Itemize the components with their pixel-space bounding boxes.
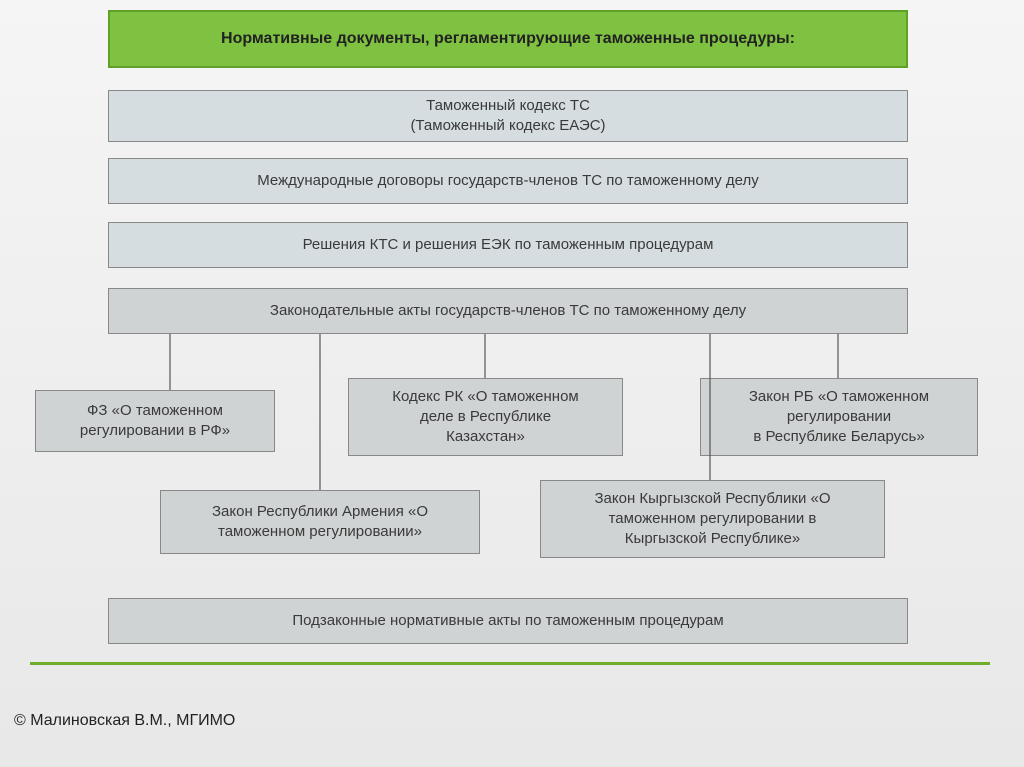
- box-rf-law: ФЗ «О таможенномрегулировании в РФ»: [35, 390, 275, 452]
- box-armenia-law-text: Закон Республики Армения «Отаможенном ре…: [212, 502, 428, 543]
- header-title-box: Нормативные документы, регламентирующие …: [108, 10, 908, 68]
- box-rk-code: Кодекс РК «О таможенномделе в Республике…: [348, 378, 623, 456]
- box-sublegal-acts: Подзаконные нормативные акты по таможенн…: [108, 598, 908, 644]
- box-intl-treaties-text: Международные договоры государств-членов…: [257, 171, 758, 191]
- box-rf-law-text: ФЗ «О таможенномрегулировании в РФ»: [80, 401, 230, 442]
- box-sublegal-acts-text: Подзаконные нормативные акты по таможенн…: [292, 611, 723, 631]
- credit-text: © Малиновская В.М., МГИМО: [14, 712, 235, 730]
- box-legislative-acts-text: Законодательные акты государств-членов Т…: [270, 301, 746, 321]
- header-title: Нормативные документы, регламентирующие …: [221, 30, 795, 48]
- box-customs-code: Таможенный кодекс ТС(Таможенный кодекс Е…: [108, 90, 908, 142]
- box-kts-eek-text: Решения КТС и решения ЕЭК по таможенным …: [303, 235, 714, 255]
- box-rk-code-text: Кодекс РК «О таможенномделе в Республике…: [392, 387, 578, 448]
- box-intl-treaties: Международные договоры государств-членов…: [108, 158, 908, 204]
- footer-divider: [30, 662, 990, 665]
- box-armenia-law: Закон Республики Армения «Отаможенном ре…: [160, 490, 480, 554]
- box-kyrgyz-law: Закон Кыргызской Республики «Отаможенном…: [540, 480, 885, 558]
- box-customs-code-text: Таможенный кодекс ТС(Таможенный кодекс Е…: [410, 96, 605, 137]
- box-rb-law: Закон РБ «О таможенномрегулированиив Рес…: [700, 378, 978, 456]
- box-rb-law-text: Закон РБ «О таможенномрегулированиив Рес…: [749, 387, 929, 448]
- box-kyrgyz-law-text: Закон Кыргызской Республики «Отаможенном…: [594, 489, 830, 550]
- box-legislative-acts: Законодательные акты государств-членов Т…: [108, 288, 908, 334]
- credit-label: © Малиновская В.М., МГИМО: [14, 712, 235, 729]
- box-kts-eek: Решения КТС и решения ЕЭК по таможенным …: [108, 222, 908, 268]
